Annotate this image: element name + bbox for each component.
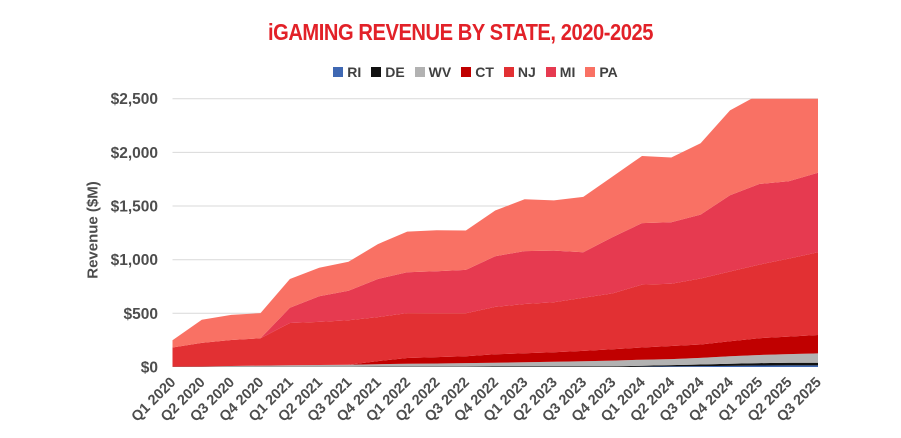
svg-text:$2,000: $2,000 bbox=[111, 145, 158, 162]
svg-text:$0: $0 bbox=[141, 360, 158, 377]
svg-text:$1,500: $1,500 bbox=[111, 199, 158, 216]
svg-text:Revenue ($M): Revenue ($M) bbox=[85, 181, 102, 279]
svg-text:$1,000: $1,000 bbox=[111, 252, 158, 269]
svg-text:$2,500: $2,500 bbox=[111, 91, 158, 108]
svg-text:$500: $500 bbox=[124, 306, 158, 323]
